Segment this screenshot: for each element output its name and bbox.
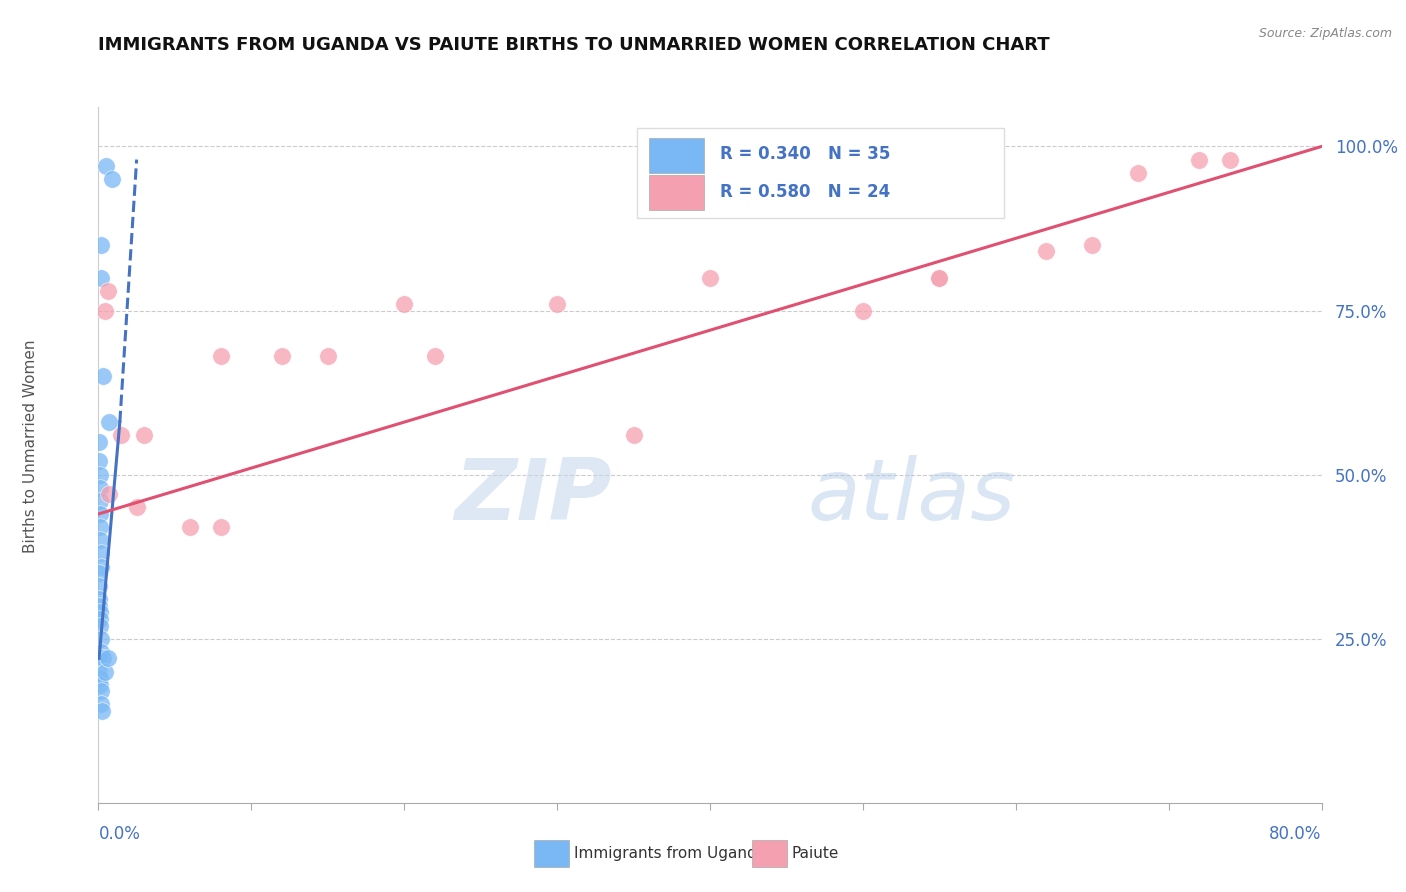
Point: [89, 599, 111, 613]
Text: 0.0%: 0.0%: [98, 825, 141, 843]
Point: [89, 520, 111, 534]
Point: [93, 665, 115, 679]
Point: [101, 172, 124, 186]
Point: [98, 487, 121, 501]
Text: R = 0.340   N = 35: R = 0.340 N = 35: [720, 145, 890, 163]
Point: [90, 559, 112, 574]
Point: [89, 665, 111, 679]
Point: [928, 270, 950, 285]
Text: R = 0.580   N = 24: R = 0.580 N = 24: [720, 183, 890, 201]
Point: [94, 159, 117, 173]
Point: [91, 704, 114, 718]
Point: [89, 454, 111, 468]
Point: [89, 533, 111, 548]
Point: [89, 678, 111, 692]
Point: [209, 350, 232, 364]
Point: [1219, 153, 1241, 167]
Text: 80.0%: 80.0%: [1270, 825, 1322, 843]
Point: [91, 651, 114, 665]
Point: [89, 481, 111, 495]
Point: [89, 671, 111, 685]
Point: [90, 698, 112, 712]
FancyBboxPatch shape: [637, 128, 1004, 219]
Point: [89, 467, 111, 482]
Point: [1128, 166, 1150, 180]
Point: [89, 579, 111, 593]
Point: [623, 428, 645, 442]
Text: Paiute: Paiute: [792, 847, 839, 861]
Point: [546, 297, 568, 311]
Bar: [648, 138, 704, 173]
Text: Immigrants from Uganda: Immigrants from Uganda: [574, 847, 766, 861]
Point: [93, 303, 115, 318]
Point: [90, 238, 112, 252]
Text: ZIP: ZIP: [454, 455, 612, 538]
Point: [90, 270, 112, 285]
Bar: [648, 175, 704, 210]
Point: [90, 546, 112, 560]
Point: [89, 612, 111, 626]
Point: [89, 651, 111, 665]
Point: [89, 618, 111, 632]
Point: [316, 350, 339, 364]
Point: [89, 606, 111, 620]
Point: [209, 520, 232, 534]
Point: [270, 350, 294, 364]
Text: Source: ZipAtlas.com: Source: ZipAtlas.com: [1258, 27, 1392, 40]
Point: [179, 520, 201, 534]
Point: [89, 566, 111, 580]
Point: [89, 507, 111, 521]
Point: [90, 632, 112, 646]
Point: [1035, 244, 1057, 259]
Point: [90, 684, 112, 698]
Text: IMMIGRANTS FROM UGANDA VS PAIUTE BIRTHS TO UNMARRIED WOMEN CORRELATION CHART: IMMIGRANTS FROM UGANDA VS PAIUTE BIRTHS …: [98, 36, 1050, 54]
Point: [97, 284, 120, 298]
Point: [91, 369, 114, 384]
Point: [98, 415, 121, 429]
Point: [134, 428, 156, 442]
Point: [97, 651, 120, 665]
Text: atlas: atlas: [808, 455, 1017, 538]
Point: [89, 434, 111, 449]
Point: [110, 428, 132, 442]
Point: [852, 303, 875, 318]
Point: [89, 494, 111, 508]
Point: [699, 270, 721, 285]
Point: [89, 592, 111, 607]
Text: Births to Unmarried Women: Births to Unmarried Women: [24, 339, 38, 553]
Point: [125, 500, 148, 515]
Point: [90, 645, 112, 659]
Point: [392, 297, 416, 311]
Point: [1188, 153, 1211, 167]
Point: [928, 270, 950, 285]
Point: [423, 350, 446, 364]
Point: [1081, 238, 1104, 252]
